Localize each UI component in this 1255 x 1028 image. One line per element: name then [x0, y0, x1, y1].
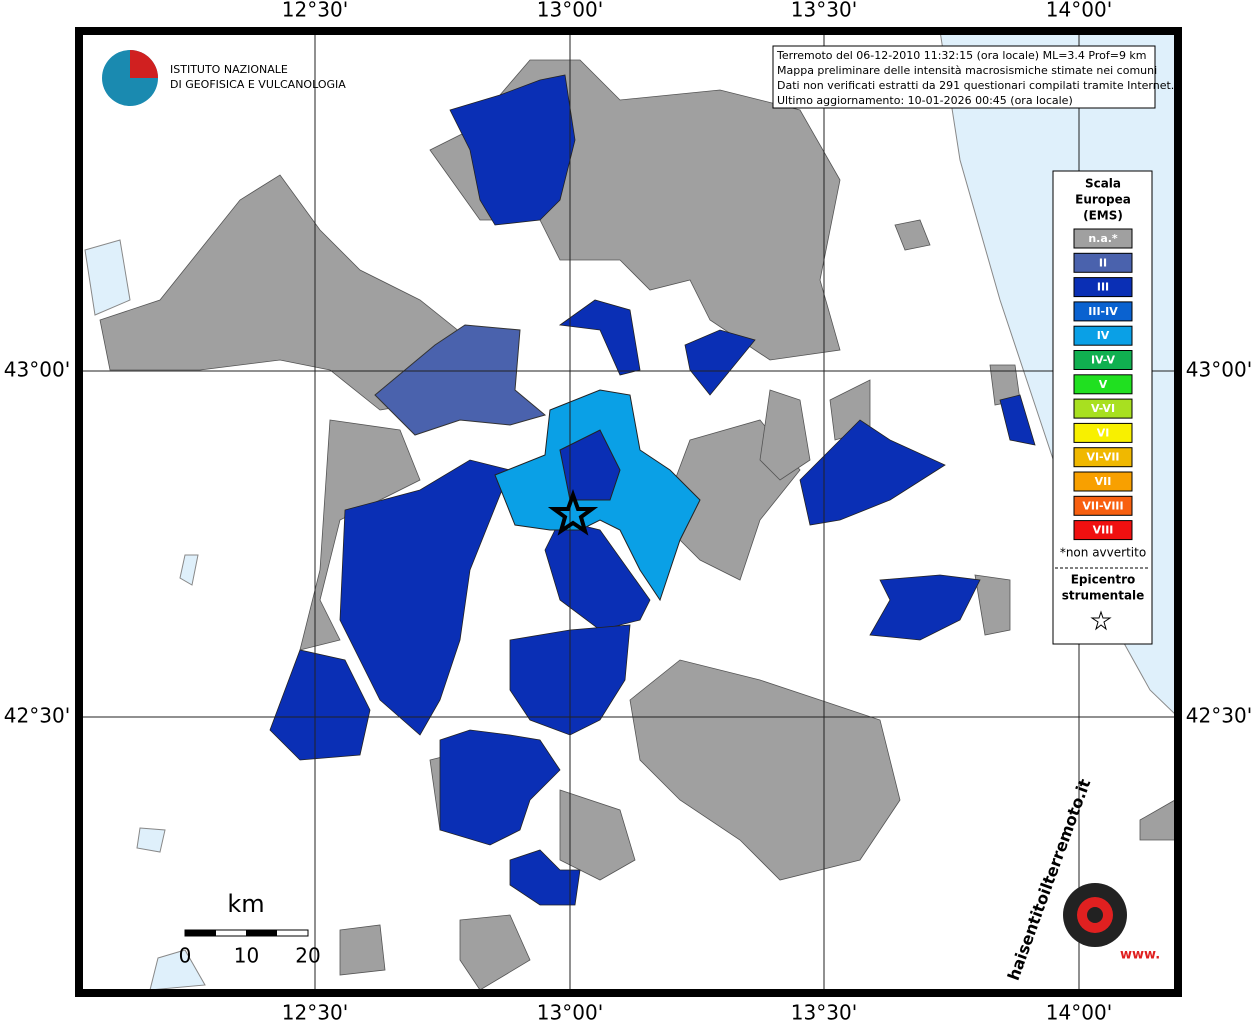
legend-swatch: [1073, 447, 1133, 468]
latitude-label: 42°30': [1186, 704, 1252, 728]
institute-name: DI GEOFISICA E VULCANOLOGIA: [170, 78, 346, 91]
legend-label: VI-VII: [1086, 451, 1119, 464]
legend-label: VIII: [1093, 524, 1114, 537]
longitude-label: 13°00': [537, 0, 603, 22]
legend-swatch: [1073, 398, 1133, 419]
legend-star: [1090, 610, 1112, 631]
legend-swatch: [1073, 228, 1133, 249]
scale-tick: 20: [295, 944, 320, 968]
legend-swatch: [1073, 252, 1133, 273]
legend-label: VI: [1097, 426, 1110, 439]
legend-swatch: [1073, 374, 1133, 395]
longitude-label: 13°30': [791, 1001, 857, 1025]
legend-title: Europea: [1075, 193, 1131, 207]
legend-swatch: [1073, 495, 1133, 516]
legend-label: IV: [1097, 329, 1110, 342]
legend-label: n.a.*: [1088, 232, 1118, 245]
scale-bar: [246, 930, 277, 936]
legend-label: III: [1097, 281, 1109, 294]
legend-label: VII-VIII: [1082, 499, 1123, 512]
legend-swatch: [1073, 422, 1133, 443]
legend-swatch: [1073, 325, 1133, 346]
scale-tick: 10: [234, 944, 259, 968]
scale-tick: 0: [179, 944, 192, 968]
latitude-label: 43°00': [4, 358, 70, 382]
longitude-label: 14°00': [1046, 0, 1112, 22]
site-www: www.: [1120, 948, 1160, 963]
info-line: Dati non verificati estratti da 291 ques…: [777, 79, 1174, 92]
legend-label: V-VI: [1091, 402, 1115, 415]
institute-name: ISTITUTO NAZIONALE: [170, 63, 288, 76]
legend-label: IV-V: [1091, 354, 1116, 367]
legend-swatch: [1073, 471, 1133, 492]
legend-title: (EMS): [1083, 209, 1123, 223]
legend-swatch: [1073, 277, 1133, 298]
longitude-label: 12°30': [282, 0, 348, 22]
latitude-label: 42°30': [4, 704, 70, 728]
area-iii-center: [559, 429, 621, 501]
area-ii: [374, 324, 547, 436]
info-line: Terremoto del 06-12-2010 11:32:15 (ora l…: [776, 49, 1147, 62]
legend-swatch: [1073, 350, 1133, 370]
scale-unit: km: [227, 890, 264, 918]
legend-note: *non avvertito: [1060, 546, 1146, 560]
info-box: [772, 45, 1156, 109]
legend-label: II: [1099, 256, 1107, 269]
scale-bar: [185, 930, 216, 936]
legend-title: Scala: [1085, 177, 1121, 191]
legend-label: VII: [1095, 475, 1112, 488]
legend-swatch: [1073, 301, 1133, 322]
longitude-label: 14°00': [1046, 1001, 1112, 1025]
longitude-label: 13°30': [791, 0, 857, 22]
ingv-logo: [130, 50, 158, 78]
info-line: Mappa preliminare delle intensità macros…: [777, 64, 1157, 77]
latitude-label: 43°00': [1186, 358, 1252, 382]
legend-swatch: [1073, 520, 1133, 541]
longitude-label: 13°00': [537, 1001, 603, 1025]
longitude-label: 12°30': [282, 1001, 348, 1025]
legend-epicenter: Epicentro: [1071, 573, 1136, 587]
legend-label: III-IV: [1088, 305, 1118, 318]
map-frame: [75, 27, 1182, 997]
legend-epicenter: strumentale: [1062, 589, 1145, 603]
lake: [84, 239, 206, 991]
epicenter-star: [547, 489, 599, 536]
site-logo: [1087, 907, 1103, 923]
info-line: Ultimo aggiornamento: 10-01-2026 00:45 (…: [777, 94, 1073, 107]
legend-label: V: [1099, 378, 1108, 391]
